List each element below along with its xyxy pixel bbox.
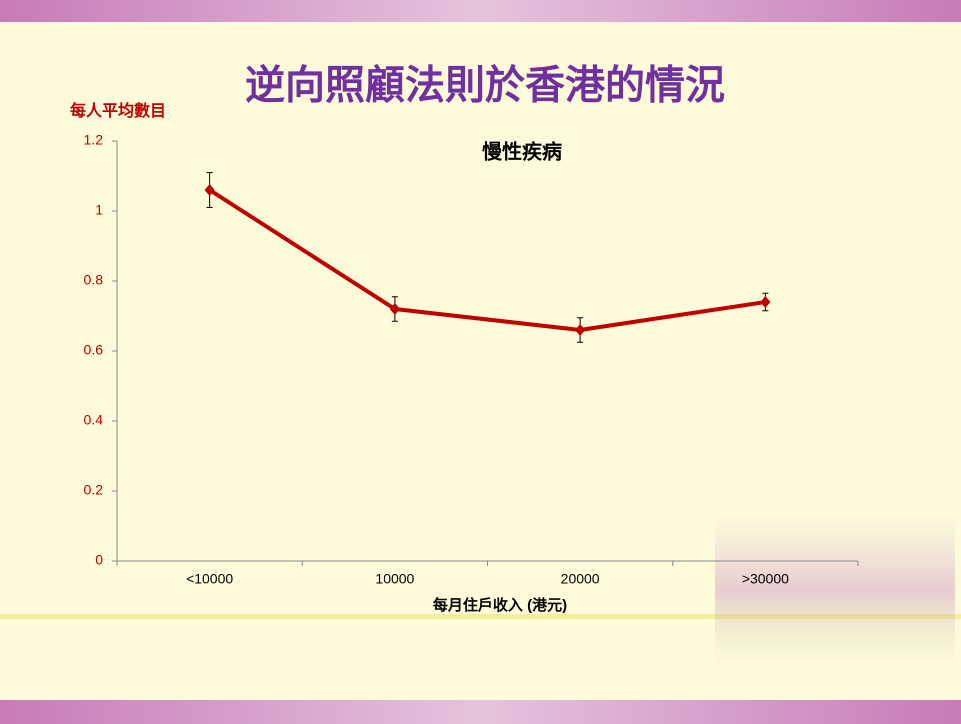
deco-graphic [715,515,955,665]
y-tick-label: 1 [95,202,103,218]
y-tick-label: 0.4 [84,412,104,428]
y-tick-label: 0 [95,552,103,568]
y-tick-label: 0.6 [84,342,104,358]
point [389,303,400,315]
point [204,184,215,196]
bottom-band [0,700,961,724]
x-tick-label: 20000 [561,571,600,587]
point [575,324,586,336]
x-tick-label: 10000 [375,571,414,587]
chart-title: 慢性疾病 [482,139,562,163]
series-line [208,188,766,332]
y-axis-label: 每人平均數目 [70,101,166,120]
y-tick-label: 1.2 [84,132,104,148]
point [760,296,771,308]
deco-line [0,614,961,619]
y-tick-label: 0.2 [84,482,104,498]
y-tick-label: 0.8 [84,272,104,288]
x-tick-label: >30000 [742,571,789,587]
slide-title: 逆向照顧法則於香港的情況 [245,64,725,108]
x-axis-label: 每月住戶收入 (港元) [433,596,567,614]
x-tick-label: <10000 [186,571,233,587]
top-band [0,0,961,22]
